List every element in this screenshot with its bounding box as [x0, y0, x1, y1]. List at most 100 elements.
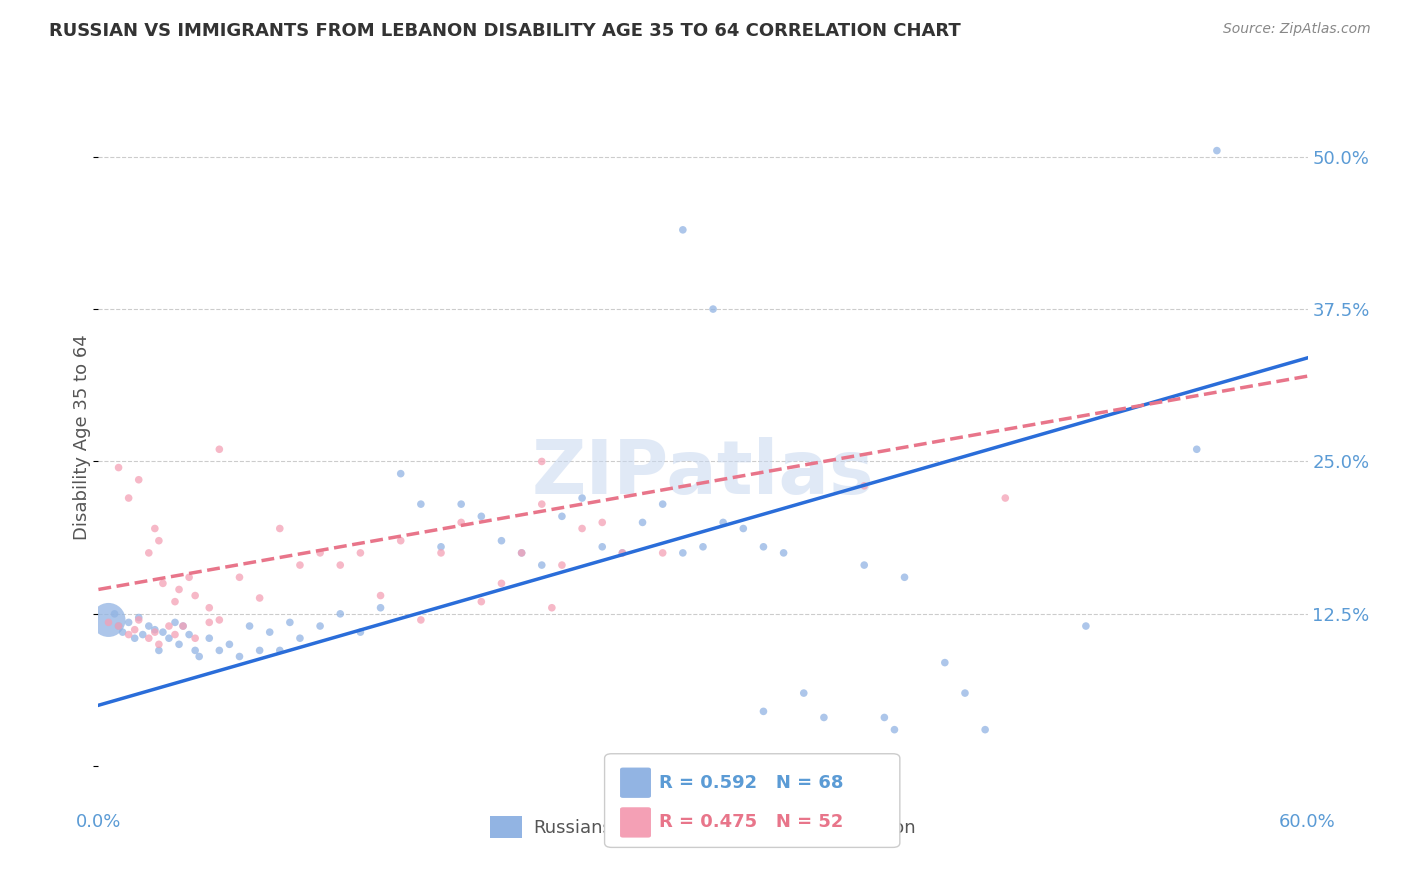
- Point: [198, 615, 221, 630]
- Point: [853, 558, 876, 573]
- Point: [132, 627, 155, 641]
- Point: [530, 454, 553, 468]
- Y-axis label: Disability Age 35 to 64: Disability Age 35 to 64: [73, 334, 91, 540]
- Point: [370, 600, 392, 615]
- Point: [179, 627, 201, 641]
- Point: [329, 607, 352, 621]
- Point: [128, 613, 150, 627]
- Point: [813, 710, 835, 724]
- Point: [163, 627, 186, 641]
- Point: [752, 540, 775, 554]
- Point: [702, 301, 724, 317]
- Point: [124, 632, 146, 646]
- Point: [853, 479, 876, 493]
- Point: [148, 643, 170, 657]
- Point: [651, 546, 673, 560]
- Point: [612, 546, 634, 560]
- Point: [138, 632, 160, 646]
- Point: [530, 497, 553, 511]
- Point: [430, 540, 453, 554]
- Point: [118, 615, 141, 630]
- Point: [873, 710, 896, 724]
- Point: [793, 686, 815, 700]
- Point: [883, 723, 905, 737]
- Text: R = 0.592   N = 68: R = 0.592 N = 68: [659, 773, 844, 792]
- Point: [772, 546, 794, 560]
- Point: [349, 625, 371, 640]
- Point: [184, 589, 207, 603]
- Point: [510, 546, 533, 560]
- Point: [893, 570, 915, 584]
- Point: [249, 591, 271, 605]
- Point: [430, 546, 453, 560]
- Point: [752, 705, 775, 719]
- Point: [143, 521, 166, 535]
- Point: [184, 632, 207, 646]
- Point: [184, 643, 207, 657]
- Point: [167, 582, 190, 597]
- Point: [152, 625, 174, 640]
- Point: [994, 491, 1017, 505]
- Text: ZIPatlas: ZIPatlas: [531, 437, 875, 510]
- Point: [672, 546, 695, 560]
- Point: [692, 540, 714, 554]
- Point: [138, 546, 160, 560]
- Point: [278, 615, 301, 630]
- Point: [157, 619, 180, 633]
- Point: [591, 516, 613, 530]
- Point: [491, 576, 513, 591]
- Legend: Russians, Immigrants from Lebanon: Russians, Immigrants from Lebanon: [482, 808, 924, 845]
- Point: [288, 558, 311, 573]
- Point: [591, 540, 613, 554]
- Text: RUSSIAN VS IMMIGRANTS FROM LEBANON DISABILITY AGE 35 TO 64 CORRELATION CHART: RUSSIAN VS IMMIGRANTS FROM LEBANON DISAB…: [49, 22, 960, 40]
- Point: [409, 497, 432, 511]
- Point: [163, 615, 186, 630]
- Point: [309, 546, 332, 560]
- Point: [1185, 442, 1208, 457]
- Point: [107, 619, 129, 633]
- Point: [934, 656, 956, 670]
- Point: [157, 632, 180, 646]
- Point: [198, 600, 221, 615]
- Point: [389, 467, 412, 481]
- Point: [450, 497, 472, 511]
- Point: [309, 619, 332, 633]
- Point: [571, 521, 593, 535]
- Point: [540, 600, 562, 615]
- Point: [672, 223, 695, 237]
- Point: [974, 723, 997, 737]
- Point: [370, 589, 392, 603]
- Point: [288, 632, 311, 646]
- Point: [118, 627, 141, 641]
- Point: [179, 570, 201, 584]
- Point: [172, 619, 194, 633]
- Point: [409, 613, 432, 627]
- Point: [97, 615, 120, 630]
- Point: [631, 516, 654, 530]
- Point: [143, 625, 166, 640]
- Point: [530, 558, 553, 573]
- Point: [470, 594, 492, 608]
- Point: [551, 558, 574, 573]
- Point: [349, 546, 371, 560]
- Point: [1206, 144, 1229, 158]
- Point: [259, 625, 281, 640]
- Text: Source: ZipAtlas.com: Source: ZipAtlas.com: [1223, 22, 1371, 37]
- Point: [107, 619, 129, 633]
- Point: [128, 610, 150, 624]
- Point: [107, 460, 129, 475]
- Point: [148, 637, 170, 651]
- Point: [118, 491, 141, 505]
- Point: [208, 643, 231, 657]
- Point: [733, 521, 755, 535]
- Point: [612, 546, 634, 560]
- Point: [651, 497, 673, 511]
- Point: [228, 649, 250, 664]
- Point: [239, 619, 262, 633]
- Point: [152, 576, 174, 591]
- Point: [470, 509, 492, 524]
- Point: [148, 533, 170, 548]
- Point: [329, 558, 352, 573]
- Point: [269, 643, 291, 657]
- Point: [711, 516, 734, 530]
